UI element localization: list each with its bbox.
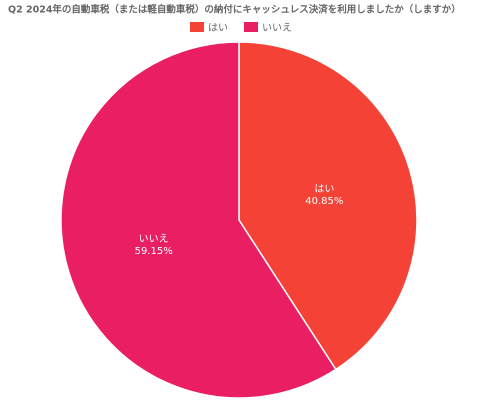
chart-title: Q2 2024年の自動車税（または軽自動車税）の納付にキャッシュレス決済を利用し… (8, 4, 461, 16)
slice-value-label: 40.85% (305, 196, 343, 207)
legend-swatch (244, 22, 258, 32)
slice-label: いいえ (139, 233, 169, 245)
legend-label: いいえ (262, 22, 292, 34)
slice-label: はい (314, 183, 334, 195)
pie-slice (60, 41, 337, 399)
legend-label: はい (208, 22, 228, 34)
legend-swatch (190, 22, 204, 32)
slice-value-label: 59.15% (135, 246, 173, 257)
